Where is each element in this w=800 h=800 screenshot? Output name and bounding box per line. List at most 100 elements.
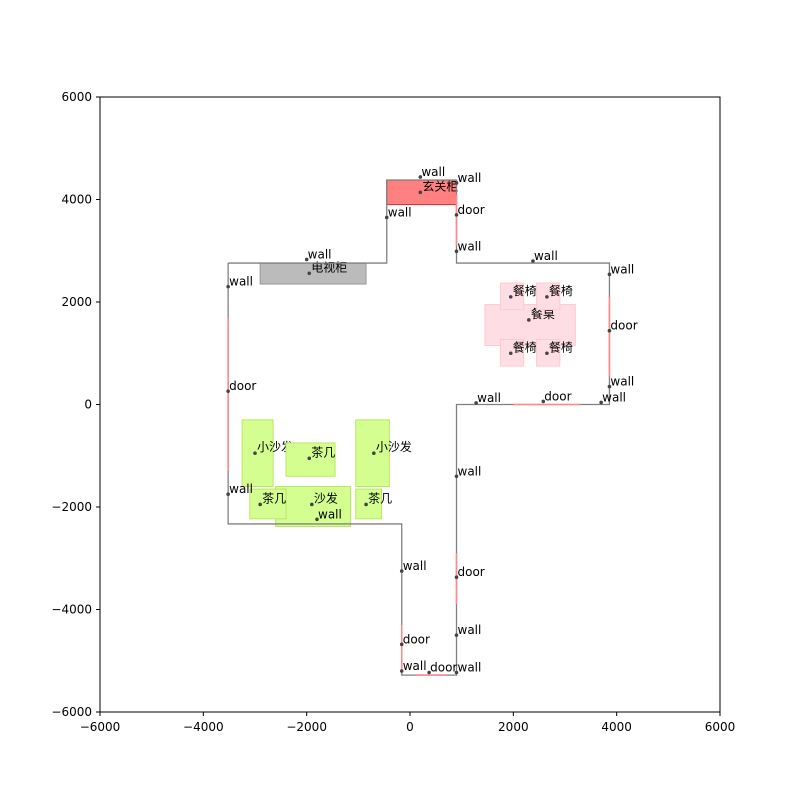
segment-label-text: wall xyxy=(458,661,482,675)
furniture-item: 茶几 xyxy=(249,488,287,520)
segment-marker xyxy=(454,213,459,217)
segment-marker xyxy=(418,175,423,179)
furniture-label: 小沙发 xyxy=(257,439,293,454)
segment-label-text: wall xyxy=(229,275,253,289)
segment-label-text: wall xyxy=(421,165,445,179)
furniture-rect xyxy=(484,304,576,347)
segment-marker xyxy=(607,328,612,333)
furniture-rect xyxy=(241,419,274,487)
segment-marker xyxy=(541,399,546,404)
segment-marker xyxy=(454,633,459,637)
segment-label: wall xyxy=(399,659,427,673)
segment-label: wall xyxy=(454,239,482,254)
furniture-marker xyxy=(545,295,549,299)
x-tick-label: 2000 xyxy=(498,720,529,734)
segment-label-text: wall xyxy=(458,623,482,637)
segment-marker xyxy=(531,259,535,263)
segment-label-text: door xyxy=(458,565,485,579)
segment-label-text: wall xyxy=(308,247,332,261)
segment-label: wall xyxy=(454,661,482,675)
furniture-marker xyxy=(253,451,257,455)
segment-marker xyxy=(226,284,230,289)
segment-marker xyxy=(454,474,459,479)
furniture-label: 茶几 xyxy=(368,490,392,505)
segment-label-text: wall xyxy=(458,171,482,185)
furniture-item: 小沙发 xyxy=(241,419,293,487)
furniture-marker xyxy=(545,351,549,356)
furniture-item: 小沙发 xyxy=(355,419,412,487)
segment-label: wall xyxy=(226,275,253,289)
segment-label: wall xyxy=(531,249,558,263)
furniture-marker xyxy=(527,318,531,322)
segment-label: door xyxy=(454,565,485,580)
segment-label-text: wall xyxy=(403,659,427,673)
segment-label: wall xyxy=(607,262,634,276)
segment-label: wall xyxy=(474,391,501,405)
door-layer xyxy=(227,194,611,676)
segment-label: door xyxy=(399,632,430,647)
segment-marker xyxy=(599,400,603,405)
segment-label: door xyxy=(607,319,638,333)
furniture-item: 餐椅 xyxy=(536,282,573,311)
segment-label-text: wall xyxy=(229,482,253,496)
segment-label: wall xyxy=(454,623,482,637)
furniture-item: 餐椅 xyxy=(499,338,537,367)
segment-marker xyxy=(454,670,459,675)
segment-label: wall xyxy=(418,165,445,179)
segment-label-text: door xyxy=(544,389,571,403)
furniture-marker xyxy=(307,271,312,276)
furniture-marker xyxy=(307,456,312,461)
segment-label-text: wall xyxy=(534,249,558,263)
x-tick-label: 0 xyxy=(406,720,414,734)
segment-marker xyxy=(454,575,459,580)
segment-label-text: wall xyxy=(477,391,501,405)
segment-marker xyxy=(607,384,612,389)
furniture-rect xyxy=(285,442,336,477)
furniture-label: 小沙发 xyxy=(376,439,412,454)
segment-marker xyxy=(226,389,230,393)
segment-label-text: wall xyxy=(458,464,482,478)
segment-marker xyxy=(399,642,404,647)
segment-label-text: door xyxy=(610,319,637,333)
furniture-label: 餐椅 xyxy=(513,283,537,298)
furniture-item: 餐椅 xyxy=(499,282,537,311)
furniture-marker xyxy=(372,451,376,455)
furniture-item: 沙发 xyxy=(275,486,352,527)
x-tick-label: −2000 xyxy=(286,720,327,734)
furniture-label: 餐椅 xyxy=(513,339,537,354)
furniture-item: 茶几 xyxy=(355,488,392,520)
segment-marker xyxy=(427,670,431,675)
segment-label-text: wall xyxy=(458,239,482,253)
y-tick-label: −2000 xyxy=(51,500,92,514)
segment-marker xyxy=(474,401,478,405)
furniture-item: 餐桌 xyxy=(484,304,576,347)
segment-label: wall xyxy=(226,482,253,496)
segment-label-text: door xyxy=(229,379,256,393)
segment-label: wall xyxy=(607,375,634,389)
y-tick-label: 4000 xyxy=(61,193,92,207)
segment-marker xyxy=(454,249,459,254)
furniture-marker xyxy=(310,502,314,507)
segment-marker xyxy=(384,215,389,220)
furniture-label: 电视柜 xyxy=(311,259,347,274)
segment-label-text: wall xyxy=(318,507,342,521)
y-tick-label: −4000 xyxy=(51,603,92,617)
furniture-item: 玄关柜 xyxy=(386,178,458,206)
furniture-label: 沙发 xyxy=(314,490,338,505)
furniture-label: 茶几 xyxy=(311,444,335,459)
furniture-label: 餐椅 xyxy=(549,283,573,298)
furniture-rect xyxy=(249,488,287,520)
y-tick-label: 0 xyxy=(84,398,92,412)
furniture-rect xyxy=(275,486,352,527)
segment-label: wall xyxy=(315,507,342,521)
segment-marker xyxy=(226,492,230,496)
furniture-label: 玄关柜 xyxy=(422,178,458,193)
x-tick-label: −4000 xyxy=(183,720,224,734)
wall-outline xyxy=(227,179,611,676)
segment-label-text: wall xyxy=(610,375,634,389)
segment-marker xyxy=(399,569,404,573)
segment-label: door xyxy=(427,661,457,675)
segment-marker xyxy=(315,517,319,522)
